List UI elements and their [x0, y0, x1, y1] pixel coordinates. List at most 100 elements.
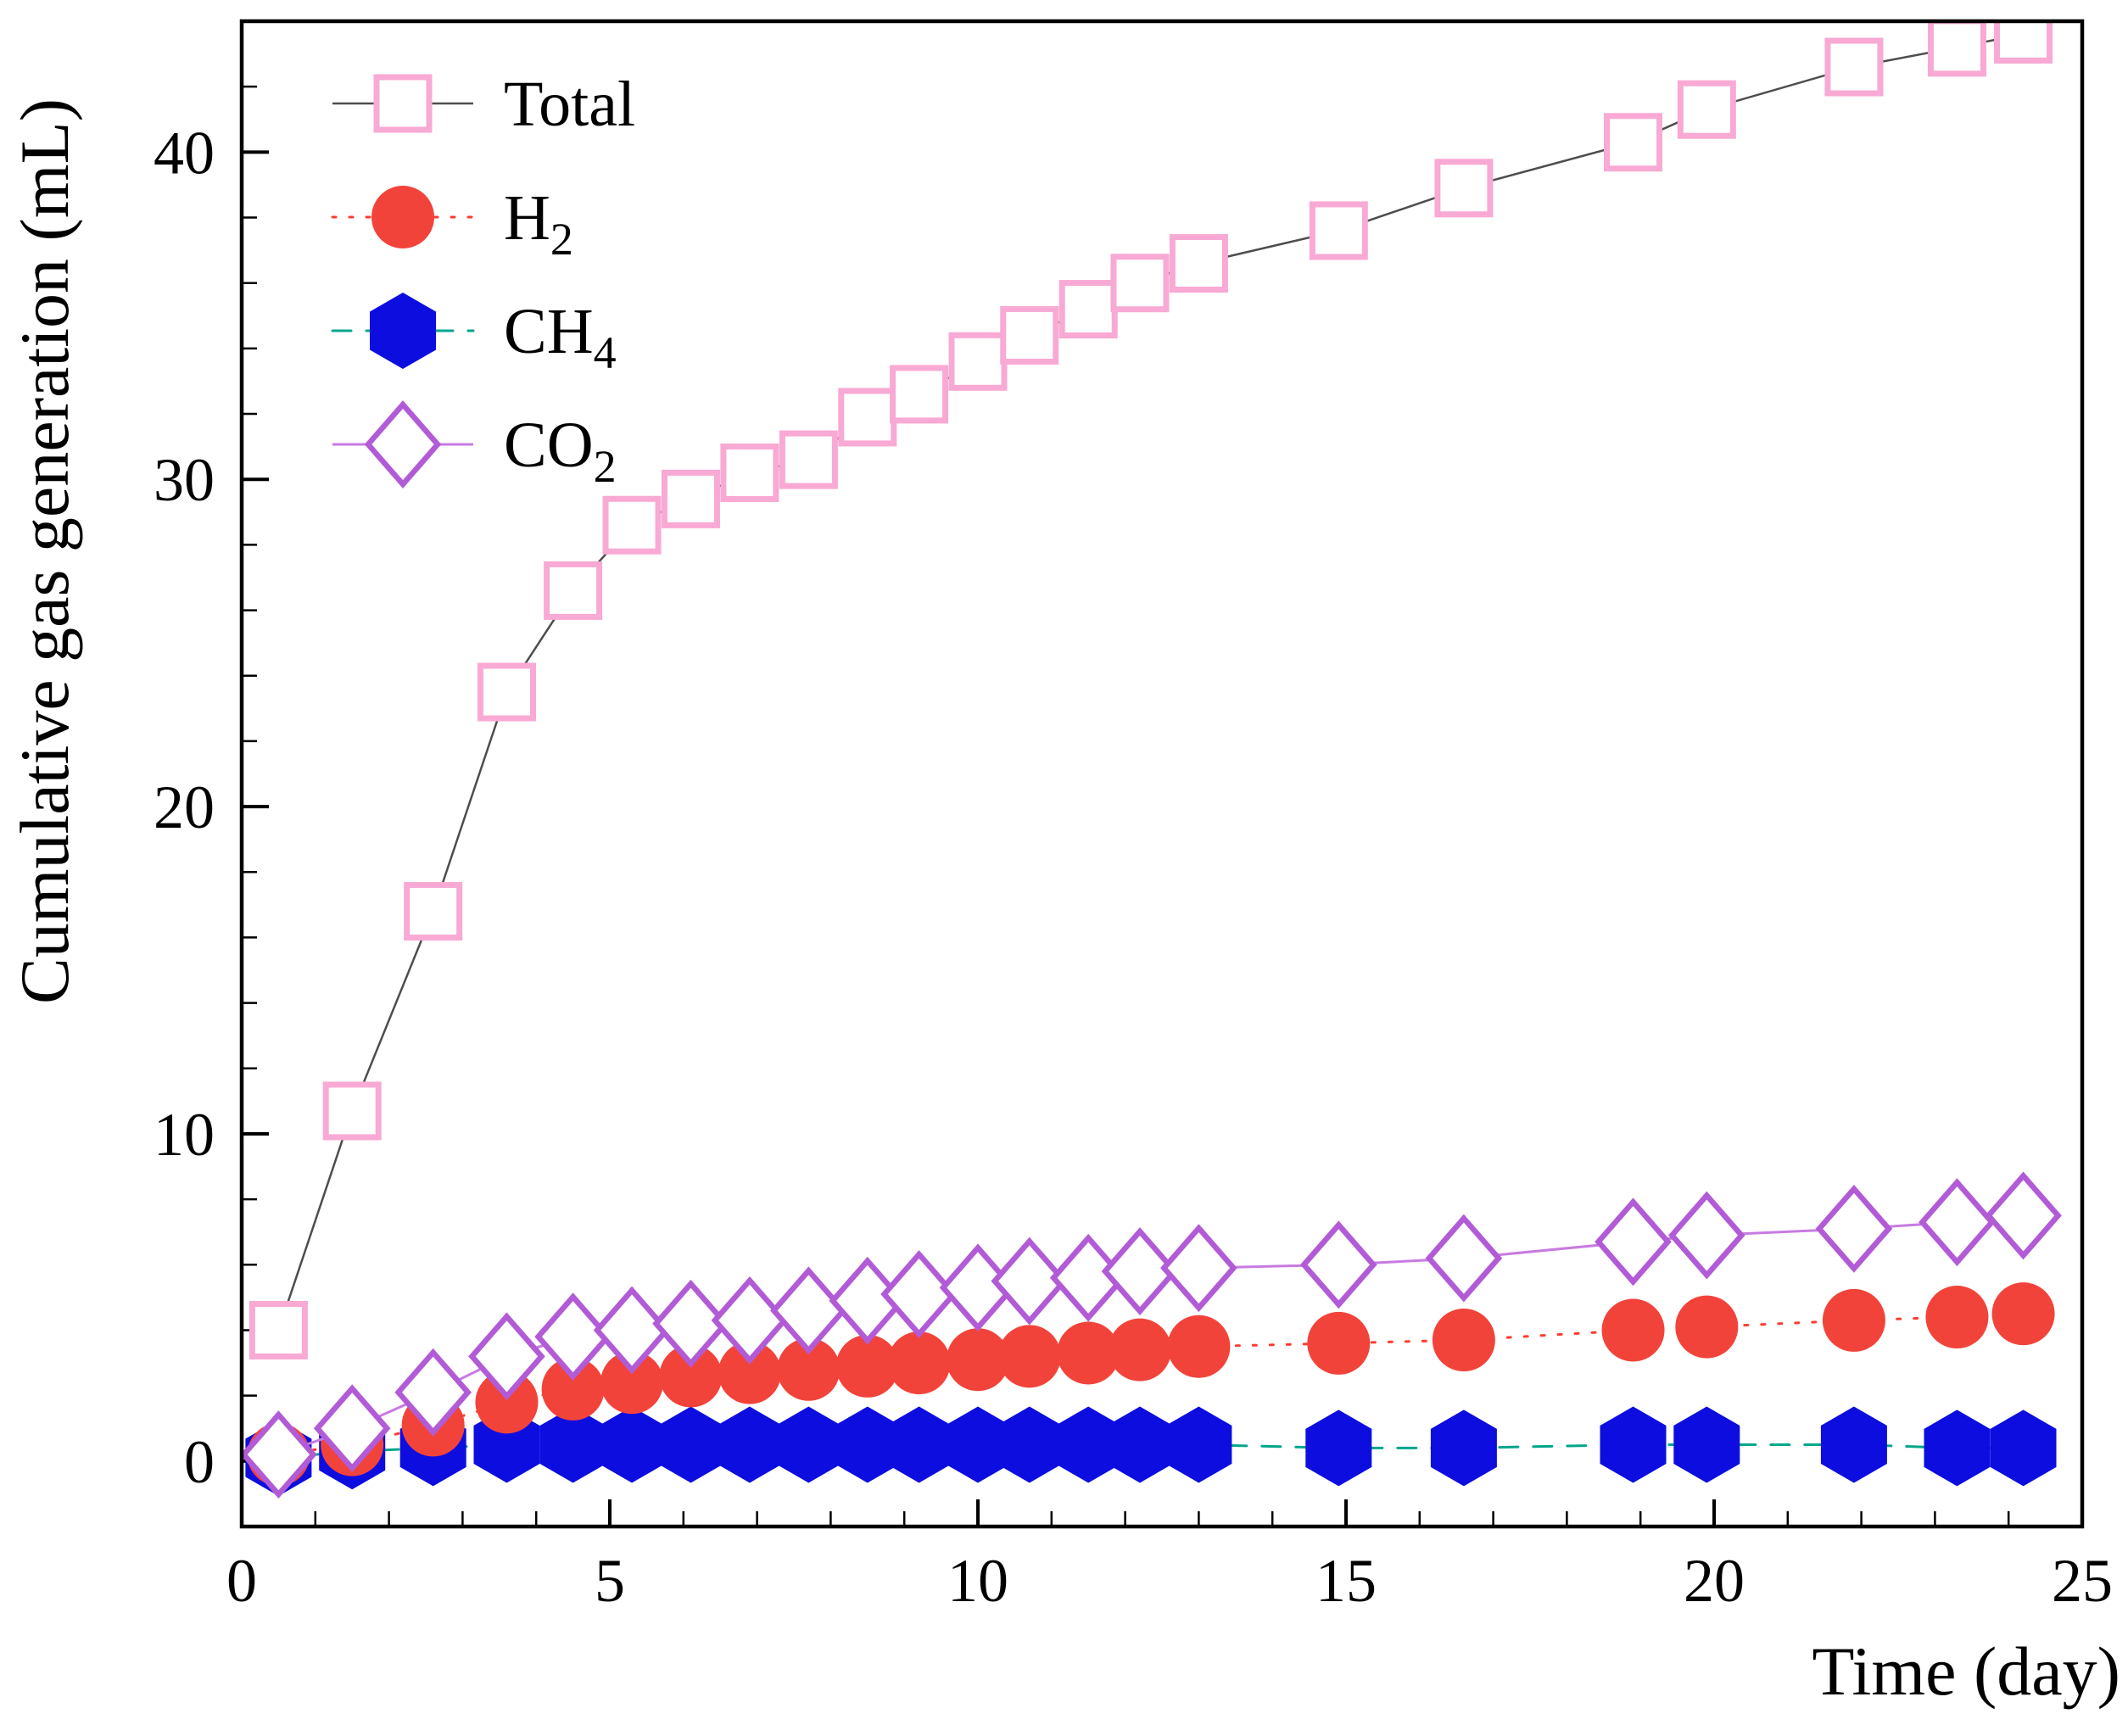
square-marker	[1434, 159, 1494, 218]
square-marker	[1994, 21, 2053, 64]
circle-marker	[541, 1357, 605, 1421]
square-marker	[890, 365, 949, 424]
square-marker	[1927, 21, 1986, 77]
square-marker	[1309, 201, 1368, 260]
square-marker	[1169, 234, 1228, 293]
diamond-marker	[1160, 1224, 1237, 1313]
diamond-marker	[1595, 1197, 1672, 1287]
x-tick-labels: 0 5 10 15 20 25	[226, 1547, 2113, 1615]
circle-marker	[1432, 1309, 1495, 1372]
square-marker	[661, 469, 720, 528]
diamond-marker	[1815, 1184, 1893, 1273]
hexagon-marker	[657, 1406, 724, 1483]
y-tick-label: 30	[154, 446, 215, 514]
x-tick-label: 25	[2052, 1547, 2113, 1615]
y-tick-label: 40	[154, 119, 215, 187]
diamond-marker	[534, 1292, 612, 1382]
series-co2	[242, 1171, 2062, 1499]
circle-marker	[1675, 1295, 1739, 1359]
circle-marker	[947, 1328, 1009, 1392]
legend-entry-total: Total	[332, 69, 635, 140]
hexagon-marker	[775, 1406, 842, 1483]
minor-ticks	[242, 20, 2010, 1527]
circle-marker	[371, 186, 434, 248]
square-marker	[779, 430, 838, 489]
x-tick-label: 0	[226, 1547, 257, 1615]
circle-marker	[1108, 1318, 1171, 1382]
hexagon-marker	[370, 293, 436, 369]
y-tick-labels: 0 10 20 30 40	[154, 119, 215, 1495]
circle-marker	[1307, 1311, 1371, 1375]
diamond-marker	[468, 1312, 545, 1401]
hexagon-marker	[1055, 1406, 1122, 1483]
hexagon-marker	[1990, 1409, 2057, 1487]
circle-marker	[835, 1334, 899, 1398]
square-marker	[1110, 254, 1170, 313]
square-marker	[1058, 280, 1118, 339]
y-tick-label: 10	[154, 1101, 215, 1169]
hexagon-marker	[599, 1406, 665, 1483]
x-tick-label: 15	[1315, 1547, 1377, 1615]
x-tick-label: 20	[1684, 1547, 1745, 1615]
hexagon-marker	[1600, 1406, 1667, 1483]
circle-marker	[1601, 1298, 1665, 1362]
hexagon-marker	[885, 1406, 952, 1483]
x-tick-label: 10	[947, 1547, 1008, 1615]
circle-marker	[1057, 1321, 1120, 1385]
diamond-marker	[1919, 1178, 1996, 1267]
diamond-marker	[394, 1348, 472, 1437]
square-marker	[477, 662, 536, 722]
hexagon-marker	[1673, 1406, 1740, 1483]
square-marker	[602, 495, 662, 555]
legend-label-total: Total	[504, 69, 635, 140]
square-marker	[404, 882, 463, 941]
diamond-marker	[880, 1250, 958, 1338]
hexagon-marker	[834, 1406, 901, 1483]
diamond-marker	[593, 1286, 671, 1375]
y-tick-label: 0	[184, 1428, 215, 1496]
legend-entry-co2: CO2	[332, 400, 617, 492]
legend-label-co2: CO2	[504, 410, 617, 492]
hexagon-marker	[1430, 1409, 1497, 1487]
plot-area	[242, 21, 2062, 1499]
axes: 0 5 10 15 20 25 0 10 20 30 40	[154, 20, 2113, 1615]
square-marker	[948, 332, 1008, 391]
square-marker	[544, 561, 603, 620]
hexagon-marker	[1820, 1406, 1887, 1483]
circle-marker	[475, 1370, 539, 1434]
diamond-marker	[313, 1384, 391, 1473]
square-marker	[1824, 37, 1884, 97]
hexagon-marker	[1165, 1406, 1232, 1483]
legend: Total H2 CH4 CO2	[331, 69, 635, 492]
circle-marker	[718, 1341, 781, 1404]
diamond-marker	[652, 1279, 729, 1368]
diamond-marker	[770, 1266, 847, 1355]
x-tick-label: 5	[595, 1547, 625, 1615]
square-marker	[322, 1081, 382, 1141]
diamond-marker	[991, 1236, 1069, 1326]
diamond-marker	[1300, 1220, 1377, 1309]
series-ch4	[245, 1406, 2057, 1496]
square-marker	[1677, 80, 1736, 139]
diamond-marker	[242, 1410, 317, 1499]
square-marker	[373, 74, 433, 133]
y-axis-label: Cumulative gas generation (mL)	[6, 98, 83, 1004]
diamond-marker	[364, 400, 442, 488]
hexagon-marker	[539, 1406, 606, 1483]
series-total	[249, 21, 2053, 1359]
circle-marker	[887, 1331, 951, 1395]
diamond-marker	[1668, 1191, 1745, 1280]
hexagon-marker	[1924, 1409, 1991, 1487]
square-marker	[720, 444, 779, 502]
plot-frame	[239, 19, 2085, 1529]
hexagon-marker	[945, 1406, 1011, 1483]
circle-marker	[1167, 1315, 1231, 1378]
hexagon-marker	[716, 1406, 783, 1483]
diamond-marker	[711, 1275, 789, 1365]
circle-marker	[997, 1325, 1061, 1388]
legend-label-h2: H2	[504, 182, 573, 265]
circle-marker	[659, 1344, 723, 1408]
